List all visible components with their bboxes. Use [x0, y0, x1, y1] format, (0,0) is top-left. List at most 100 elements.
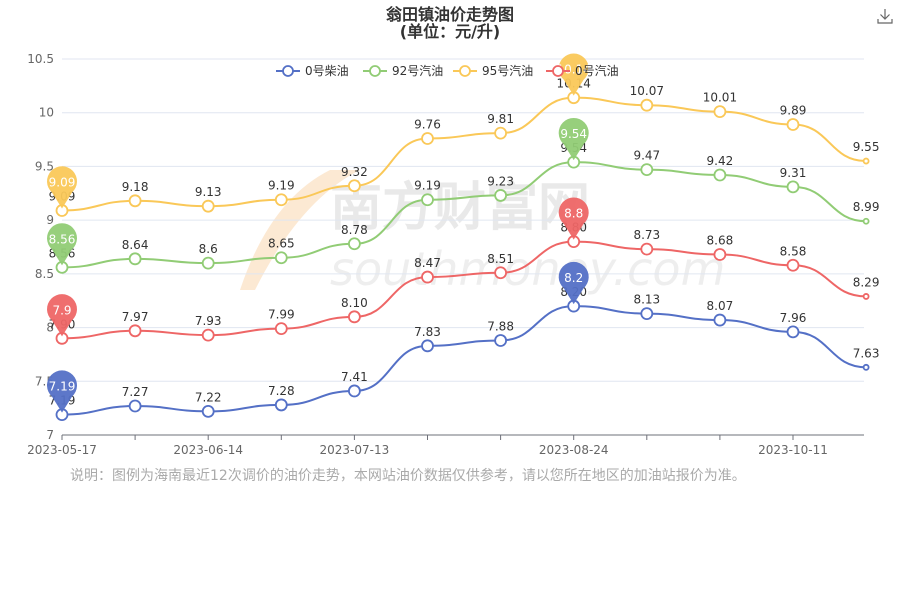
data-label: 10.01 — [703, 91, 737, 105]
data-label: 8.64 — [122, 238, 149, 252]
data-point[interactable] — [786, 118, 800, 131]
pin-marker: 9.09 — [47, 166, 77, 209]
data-label: 7.28 — [268, 384, 295, 398]
data-point[interactable] — [640, 307, 654, 321]
data-point[interactable] — [713, 168, 727, 182]
data-label: 7.97 — [122, 310, 149, 324]
legend-item[interactable]: 95号汽油 — [453, 63, 533, 78]
data-label: 7.41 — [341, 370, 368, 384]
pin-shape — [558, 117, 589, 161]
data-label: 8.73 — [633, 228, 660, 242]
data-label: 8.65 — [268, 237, 295, 251]
download-button[interactable] — [875, 6, 895, 26]
data-point[interactable] — [128, 399, 142, 413]
data-point[interactable] — [494, 189, 508, 202]
pin-marker: 10.14 — [557, 53, 591, 96]
data-label: 7.27 — [122, 385, 149, 399]
data-point[interactable] — [201, 199, 215, 213]
data-label: 9.81 — [487, 112, 514, 126]
y-tick-label: 7 — [46, 428, 54, 442]
legend[interactable]: 0号柴油 92号汽油 95号汽油 0号汽油 — [276, 63, 619, 78]
pin-label: 9.54 — [560, 127, 587, 141]
data-point[interactable] — [640, 163, 654, 177]
data-label: 10.07 — [630, 84, 664, 98]
legend-item[interactable]: 0号汽油 — [546, 63, 619, 78]
data-point[interactable] — [494, 266, 508, 280]
legend-marker — [282, 65, 294, 77]
data-point[interactable] — [347, 310, 361, 324]
data-point[interactable] — [786, 180, 800, 194]
data-point[interactable] — [713, 248, 727, 261]
data-point[interactable] — [128, 324, 142, 338]
legend-item[interactable]: 92号汽油 — [363, 63, 443, 78]
data-point[interactable] — [421, 270, 434, 284]
pin-shape — [558, 53, 589, 96]
legend-label: 95号汽油 — [482, 63, 533, 78]
pin-marker: 9.54 — [558, 117, 589, 161]
pin-marker: 8.8 — [558, 197, 589, 240]
legend-item[interactable]: 0号柴油 — [276, 64, 349, 78]
data-label: 8.78 — [341, 223, 368, 237]
data-label: 9.19 — [268, 179, 295, 193]
y-tick-label: 8 — [46, 321, 54, 335]
data-point[interactable] — [201, 328, 215, 342]
pin-marker: 7.19 — [47, 370, 77, 413]
data-point[interactable] — [347, 384, 361, 398]
data-point[interactable] — [201, 404, 215, 418]
legend-marker — [459, 65, 471, 77]
pin-label: 8.2 — [564, 271, 583, 285]
legend-marker — [369, 65, 381, 77]
data-label: 8.13 — [633, 293, 660, 307]
y-tick-label: 9 — [46, 213, 54, 227]
watermark-swoosh — [240, 170, 360, 290]
data-point[interactable] — [713, 313, 727, 327]
data-label: 9.18 — [122, 180, 149, 194]
data-label: 8.6 — [199, 242, 218, 256]
data-label: 8.29 — [853, 275, 880, 289]
data-label: 9.32 — [341, 165, 368, 179]
legend-marker — [552, 65, 564, 77]
y-tick-label: 10 — [39, 106, 54, 120]
data-point[interactable] — [274, 251, 288, 265]
data-point[interactable] — [713, 105, 727, 119]
data-point[interactable] — [786, 258, 800, 272]
pin-marker: 8.56 — [47, 223, 77, 266]
data-point[interactable] — [640, 242, 654, 256]
grid-lines — [62, 58, 864, 382]
pin-marker: 7.9 — [47, 294, 77, 337]
x-tick-label: 2023-10-11 — [758, 443, 828, 457]
data-point[interactable] — [128, 194, 142, 208]
data-label: 9.42 — [707, 154, 734, 168]
data-point[interactable] — [494, 126, 508, 140]
data-point[interactable] — [494, 334, 508, 347]
chart-subtitle: (单位：元/升) — [400, 22, 500, 41]
watermark-cn-text: 南方财富网 — [330, 178, 590, 238]
data-label: 7.88 — [487, 319, 514, 333]
data-label: 8.07 — [707, 299, 734, 313]
data-point[interactable] — [274, 193, 288, 207]
data-label: 7.83 — [414, 325, 441, 339]
data-label: 9.23 — [487, 174, 514, 188]
data-point[interactable] — [786, 325, 800, 339]
data-label: 7.63 — [853, 346, 880, 360]
data-label: 9.31 — [780, 166, 807, 180]
data-point[interactable] — [274, 322, 288, 336]
data-point[interactable] — [421, 193, 434, 207]
chart-note: 说明：图例为海南最近12次调价的油价走势，本网站油价数据仅供参考，请以您所在地区… — [70, 468, 746, 484]
data-point[interactable] — [421, 132, 434, 145]
data-point[interactable] — [274, 398, 288, 412]
data-label: 8.51 — [487, 252, 514, 266]
data-point[interactable] — [347, 179, 361, 193]
data-point[interactable] — [128, 252, 142, 266]
data-point[interactable] — [862, 157, 870, 165]
data-point[interactable] — [862, 293, 870, 300]
data-point[interactable] — [862, 363, 870, 371]
data-point[interactable] — [421, 339, 434, 353]
data-point[interactable] — [862, 217, 870, 225]
data-point[interactable] — [640, 98, 654, 112]
data-point[interactable] — [201, 256, 215, 270]
pin-shape — [558, 197, 589, 240]
data-point[interactable] — [347, 237, 361, 251]
